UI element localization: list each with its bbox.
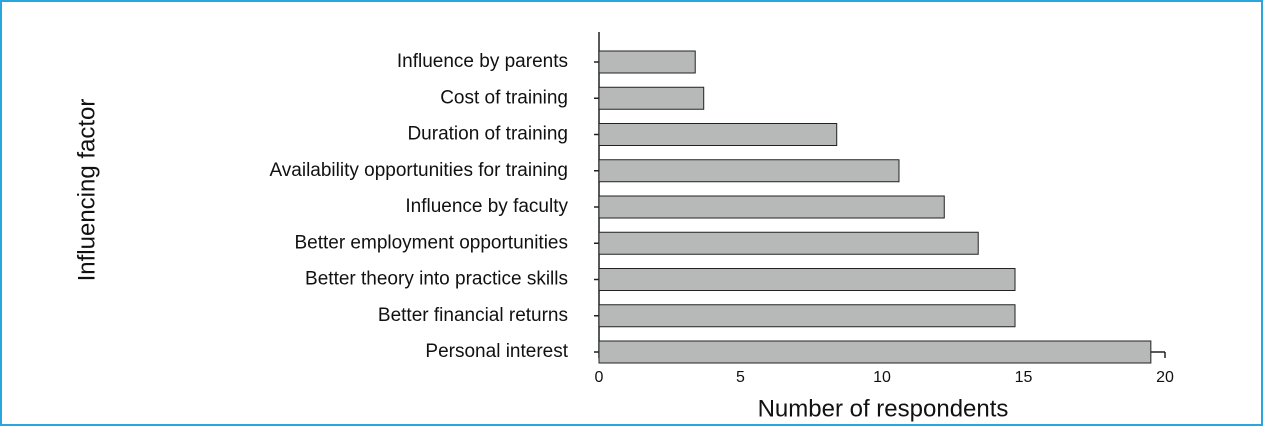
x-tick-label: 15 <box>1015 369 1033 386</box>
bar <box>598 231 979 255</box>
x-tick-label: 0 <box>595 369 604 386</box>
x-axis-title: Number of respondents <box>758 395 1009 422</box>
bar <box>598 268 1016 291</box>
y-tick-label: Personal interest <box>425 341 568 362</box>
y-tick-label: Better financial returns <box>378 305 568 326</box>
bar <box>598 159 900 183</box>
y-tick-label: Cost of training <box>440 87 568 108</box>
y-tick-label: Availability opportunities for training <box>269 160 568 181</box>
y-tick-label: Better theory into practice skills <box>305 269 568 290</box>
bar <box>598 86 705 110</box>
y-tick-label: Duration of training <box>407 124 568 145</box>
y-axis-title: Influencing factor <box>73 99 100 282</box>
x-tick-label: 5 <box>736 369 745 386</box>
bar <box>598 340 1152 364</box>
bar <box>598 123 838 146</box>
bar <box>598 195 945 219</box>
bar <box>598 304 1016 328</box>
y-tick-label: Influence by parents <box>397 51 568 72</box>
y-tick-label: Better employment opportunities <box>294 232 568 253</box>
y-tick-label: Influence by faculty <box>405 196 568 217</box>
bar <box>598 50 696 74</box>
x-tick-label: 20 <box>1156 369 1174 386</box>
x-tick-label: 10 <box>873 369 891 386</box>
